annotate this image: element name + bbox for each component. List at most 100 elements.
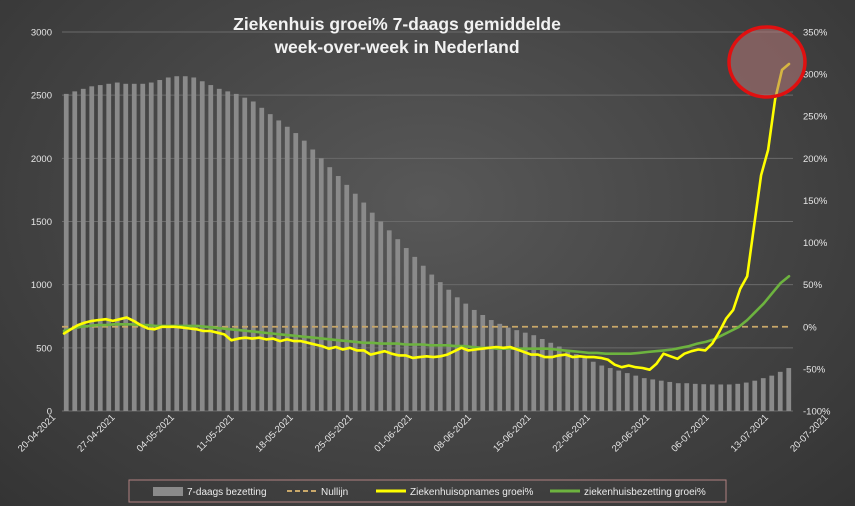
- chart-title-line-1: Ziekenhuis groei% 7-daags gemiddelde: [233, 14, 561, 34]
- bar: [718, 384, 724, 411]
- bar: [505, 327, 511, 411]
- right-axis-tick-label: -50%: [803, 364, 826, 375]
- bar: [352, 193, 358, 411]
- bar: [89, 86, 95, 411]
- right-axis-ticks: -100% -50% 0% 50% 100% 150% 200% 250% 300% 350%: [803, 28, 831, 418]
- bar: [760, 378, 766, 411]
- bar: [233, 93, 239, 412]
- bar: [250, 101, 256, 411]
- bar: [225, 91, 231, 411]
- bar: [301, 140, 307, 411]
- bar: [123, 83, 129, 412]
- right-axis-tick-label: 200%: [803, 154, 828, 165]
- bar: [140, 83, 146, 412]
- x-axis-tick-label: 13-07-2021: [729, 412, 771, 454]
- bar: [735, 383, 741, 411]
- bar: [480, 314, 486, 411]
- bar: [743, 382, 749, 411]
- x-axis-tick-label: 22-06-2021: [551, 412, 593, 454]
- occupancy-line: [62, 274, 791, 356]
- x-axis-tick-label: 01-06-2021: [372, 412, 414, 454]
- bar: [692, 383, 698, 411]
- bar: [386, 230, 392, 411]
- bar: [106, 83, 112, 412]
- legend-occupancy-label: ziekenhuisbezetting groei%: [584, 487, 706, 498]
- bar: [675, 383, 681, 411]
- admissions-series: [62, 62, 791, 372]
- bar: [327, 167, 333, 411]
- right-axis-tick-label: 300%: [803, 70, 828, 81]
- bar: [191, 77, 197, 411]
- bar: [658, 380, 664, 411]
- bar: [709, 384, 715, 411]
- bar: [403, 248, 409, 411]
- bar: [335, 176, 341, 411]
- bar: [182, 76, 188, 411]
- bar: [208, 85, 214, 411]
- left-axis-tick-label: 1500: [31, 217, 52, 228]
- bar: [624, 373, 630, 411]
- bar: [463, 303, 469, 411]
- right-axis-tick-label: 100%: [803, 238, 828, 249]
- x-axis-tick-label: 18-05-2021: [254, 412, 296, 454]
- bar: [216, 88, 222, 411]
- right-axis-tick-label: -100%: [803, 407, 831, 418]
- bar: [667, 381, 673, 411]
- bar: [148, 82, 154, 411]
- bar: [488, 320, 494, 411]
- bar: [684, 383, 690, 411]
- x-axis-tick-label: 20-04-2021: [16, 412, 58, 454]
- bar: [259, 107, 265, 412]
- bar: [284, 126, 290, 411]
- left-axis-tick-label: 0: [47, 407, 52, 418]
- bar: [497, 323, 503, 411]
- bar: [412, 256, 418, 411]
- bar: [318, 158, 324, 411]
- bar: [72, 91, 78, 411]
- bar: [565, 350, 571, 411]
- bar: [650, 379, 656, 411]
- bar: [514, 330, 520, 411]
- bar: [97, 85, 103, 411]
- bar: [531, 335, 537, 411]
- bar: [420, 265, 426, 411]
- left-axis-tick-label: 2000: [31, 154, 52, 165]
- bar: [633, 375, 639, 411]
- bar: [539, 338, 545, 411]
- legend-bars-swatch: [153, 487, 183, 496]
- x-axis-tick-label: 27-04-2021: [75, 412, 117, 454]
- bar: [165, 77, 171, 411]
- right-axis-tick-label: 150%: [803, 196, 828, 207]
- left-axis-ticks: 0 500 1000 1500 2000 2500 3000: [31, 28, 52, 418]
- left-axis-tick-label: 2500: [31, 91, 52, 102]
- bar: [454, 297, 460, 411]
- bar: [131, 83, 137, 412]
- bar: [276, 120, 282, 412]
- legend: 7-daags bezetting Nullijn Ziekenhuisopna…: [128, 479, 727, 503]
- occupancy-series: [62, 274, 791, 356]
- bar: [267, 114, 273, 412]
- right-axis-tick-label: 350%: [803, 28, 828, 39]
- bar: [590, 361, 596, 411]
- bar: [293, 133, 299, 411]
- highlight-circle: [727, 25, 807, 99]
- x-axis-tick-label: 29-06-2021: [610, 412, 652, 454]
- bar: [63, 93, 69, 412]
- bar: [786, 368, 792, 411]
- bar: [701, 384, 707, 411]
- left-axis-tick-label: 3000: [31, 28, 52, 39]
- bar: [769, 375, 775, 411]
- bar: [616, 370, 622, 411]
- bar: [429, 274, 435, 411]
- bar: [548, 342, 554, 411]
- bar: [114, 82, 120, 411]
- bar: [556, 346, 562, 411]
- x-axis-tick-label: 11-05-2021: [195, 412, 237, 454]
- x-axis-tick-label: 20-07-2021: [788, 412, 830, 454]
- bar: [446, 289, 452, 411]
- bar: [582, 357, 588, 411]
- right-axis-tick-label: 50%: [803, 280, 823, 291]
- bar: [777, 371, 783, 411]
- chart-title-line-2: week-over-week in Nederland: [273, 37, 519, 57]
